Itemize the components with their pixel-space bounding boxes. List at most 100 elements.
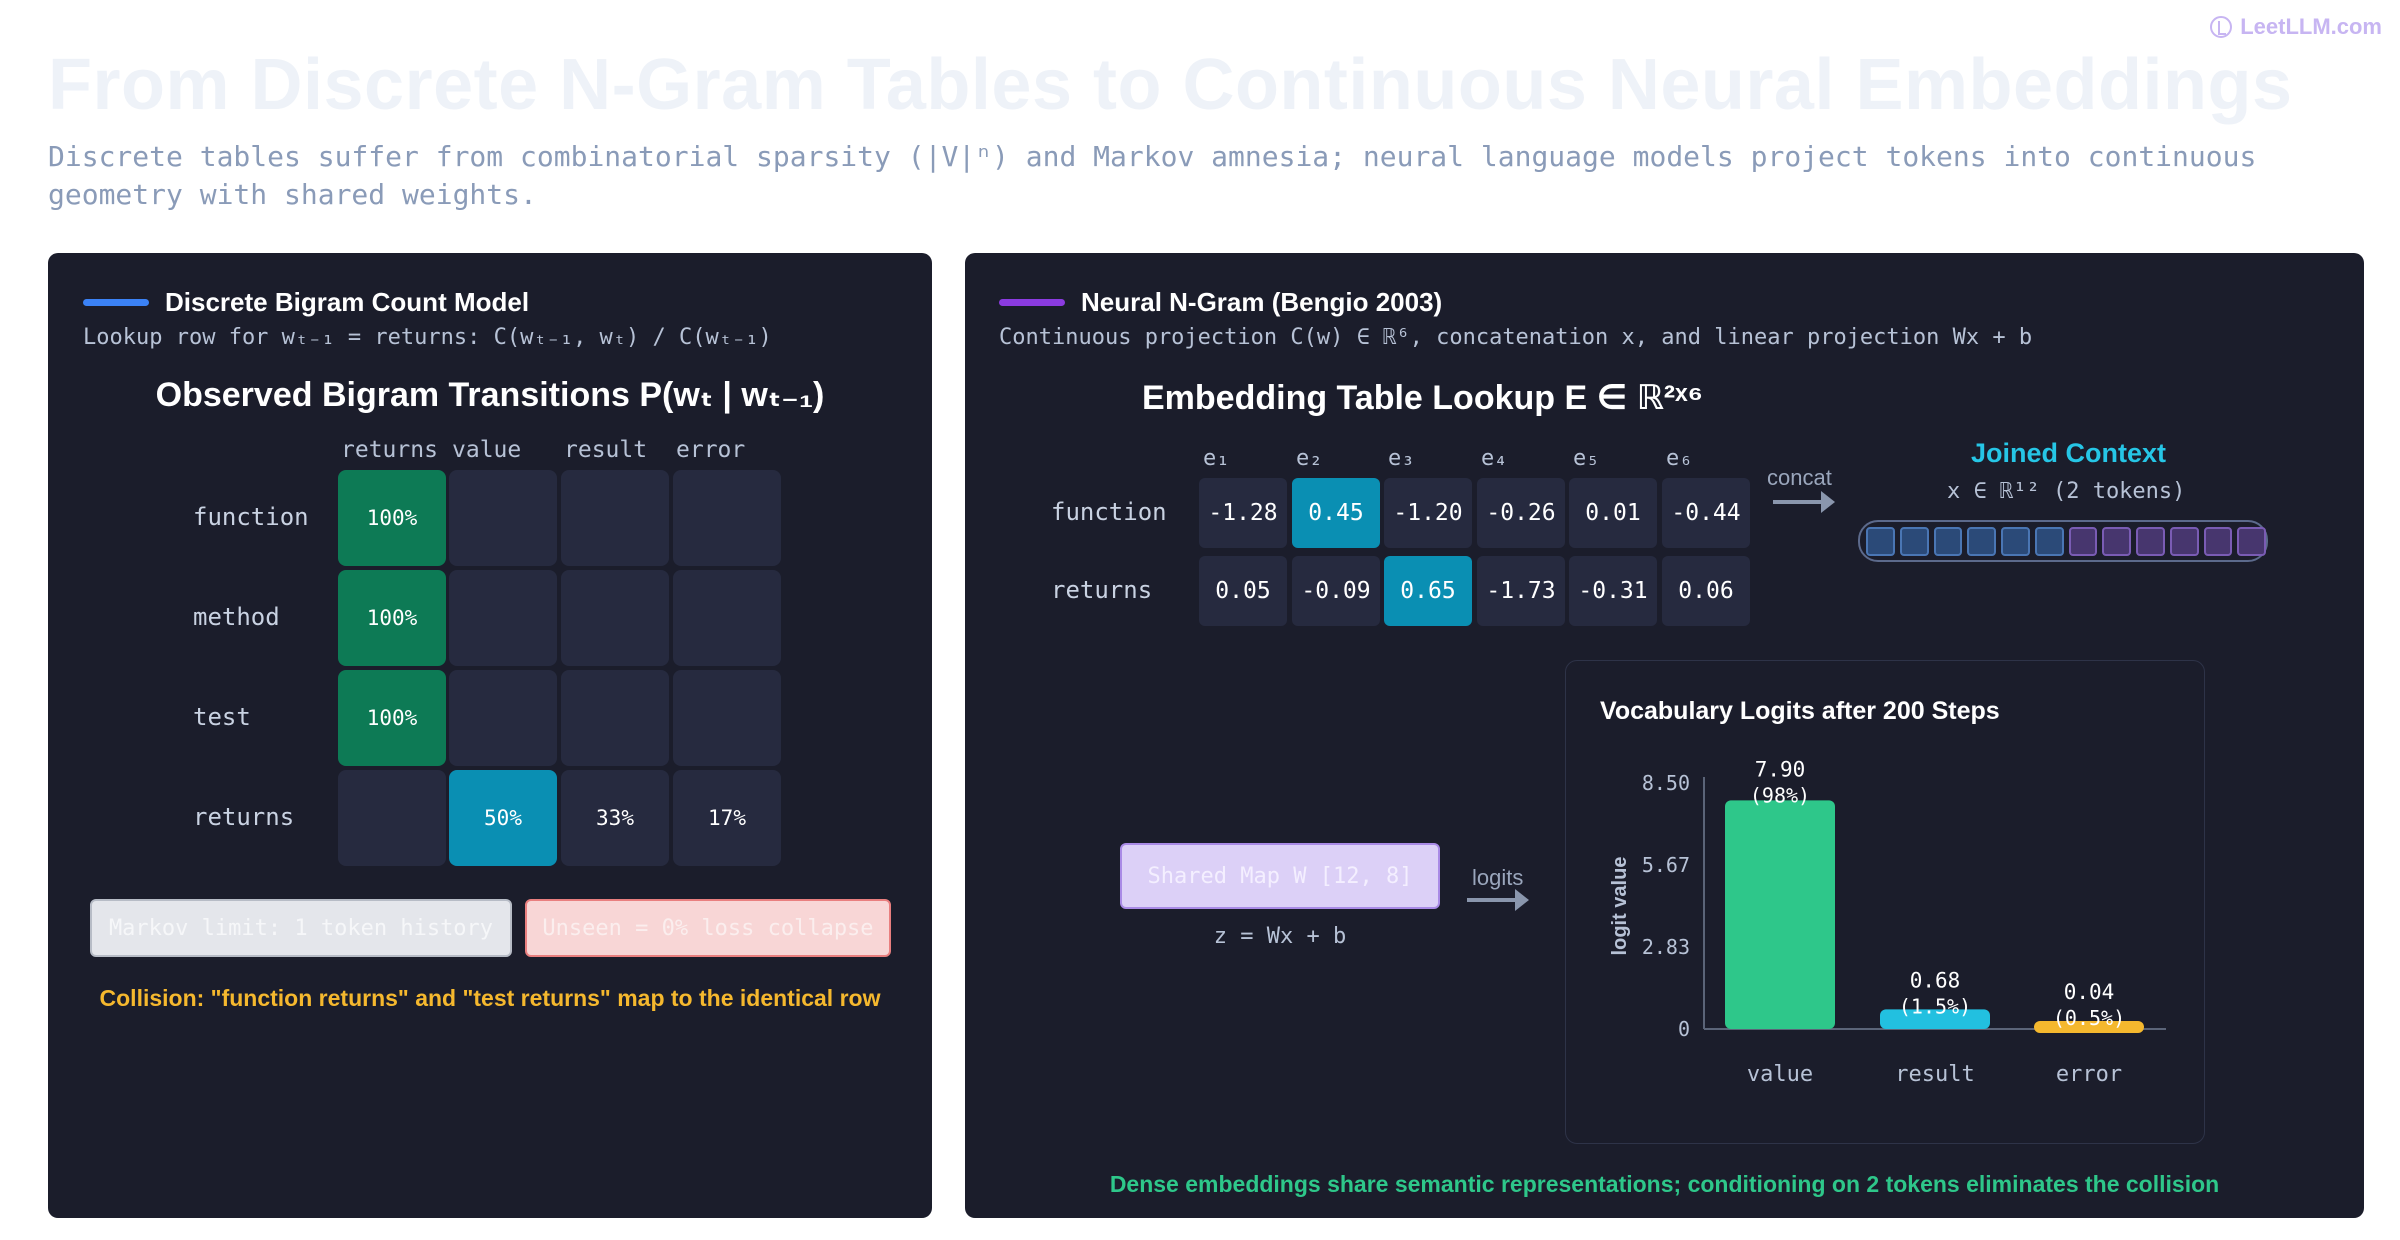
- embedding-cell: 0.01: [1569, 478, 1657, 548]
- heatmap-row-label: method: [193, 603, 280, 631]
- y-tick-label: 8.50: [1642, 771, 1690, 795]
- neural-footer-note: Dense embeddings share semantic represen…: [1109, 1171, 2220, 1197]
- y-tick-label: 5.67: [1642, 853, 1690, 877]
- context-slot-4: [1967, 526, 1996, 556]
- concat-label: concat: [1767, 465, 1832, 490]
- embedding-cell: -1.28: [1199, 478, 1287, 548]
- joined-context-title: Joined Context: [1971, 438, 2167, 468]
- shared-map-box: Shared Map W [12, 8]: [1120, 843, 1440, 909]
- collision-note: Collision: "function returns" and "test …: [99, 985, 881, 1011]
- neural-model-panel: Neural N-Gram (Bengio 2003) Continuous p…: [965, 253, 2364, 1218]
- heatmap-cell: 50%: [449, 770, 557, 866]
- left-panel-title: Discrete Bigram Count Model: [165, 287, 530, 317]
- embedding-cell: -0.09: [1292, 556, 1380, 626]
- embedding-cell: 0.45: [1292, 478, 1380, 548]
- context-slot-1: [1866, 526, 1895, 556]
- bar-result: [1880, 1009, 1990, 1029]
- heatmap-cell: [449, 670, 557, 766]
- heatmap-row-label: returns: [193, 803, 295, 831]
- heatmap-col-header: error: [676, 437, 746, 463]
- bar-error: [2034, 1021, 2144, 1033]
- markov-limit-badge: Markov limit: 1 token history: [90, 899, 512, 957]
- embedding-col-header: e₁: [1203, 446, 1230, 471]
- bar-value: [1725, 800, 1835, 1029]
- context-slot-6: [2034, 526, 2064, 556]
- heatmap-row-label: test: [193, 703, 251, 731]
- context-slot-9: [2136, 526, 2165, 556]
- embedding-col-header: e₄: [1481, 446, 1508, 471]
- y-axis-label: logit value: [1609, 857, 1631, 956]
- concat-arrow-icon: [1773, 491, 1835, 513]
- x-tick-label: result: [1895, 1062, 1974, 1087]
- heatmap-col-header: result: [564, 437, 648, 463]
- heatmap-cell: [338, 770, 446, 866]
- right-panel-header: Neural N-Gram (Bengio 2003): [999, 287, 1442, 318]
- bar-percent-label: (1.5%): [1899, 994, 1971, 1018]
- page-subtitle: Discrete tables suffer from combinatoria…: [48, 140, 2257, 211]
- heatmap-cell: [673, 570, 781, 666]
- x-tick-label: value: [1747, 1062, 1813, 1087]
- embedding-table-title: Embedding Table Lookup E ∈ ℝ²ˣ⁶: [1142, 379, 1704, 417]
- embedding-cell: -0.44: [1662, 478, 1750, 548]
- context-slot-11: [2203, 526, 2233, 556]
- embedding-row-label: returns: [1051, 576, 1153, 604]
- embedding-col-header: e₅: [1573, 446, 1600, 471]
- heatmap-cell: [449, 470, 557, 566]
- embedding-col-header: e₆: [1666, 446, 1693, 471]
- unseen-collapse-badge: Unseen = 0% loss collapse: [525, 899, 891, 957]
- context-slot-3: [1933, 526, 1963, 556]
- context-slot-10: [2169, 526, 2199, 556]
- right-accent-bar: [999, 299, 1065, 306]
- logits-chart-title: Vocabulary Logits after 200 Steps: [1600, 697, 2000, 725]
- linear-formula: z = Wx + b: [1213, 924, 1347, 949]
- bar-value-label: 7.90: [1755, 757, 1806, 781]
- bar-value-label: 0.04: [2064, 980, 2115, 1004]
- context-slot-12: [2237, 526, 2266, 556]
- logits-bar-chart: 0 2.83 5.67 8.50 logit value 7.90(98%) value 0.…: [1609, 757, 2166, 1087]
- embedding-cell: -1.73: [1477, 556, 1565, 626]
- heatmap-cell: [449, 570, 557, 666]
- logits-chart-card: Vocabulary Logits after 200 Steps 0 2.83 5…: [1565, 660, 2205, 1144]
- embedding-cell: -1.20: [1384, 478, 1472, 548]
- heatmap-cell: 33%: [561, 770, 669, 866]
- brand-logo[interactable]: LeetLLM.com: [2210, 14, 2382, 40]
- heatmap-col-header: value: [452, 437, 522, 463]
- embedding-cell: 0.65: [1384, 556, 1472, 626]
- logits-label: logits: [1472, 865, 1524, 890]
- heatmap-cell: [561, 670, 669, 766]
- embedding-col-header: e₂: [1296, 446, 1323, 471]
- right-panel-subtitle: Continuous projection C(w) ∈ ℝ⁶, concate…: [999, 325, 2033, 350]
- discrete-model-panel: Discrete Bigram Count Model Lookup row f…: [48, 253, 932, 1218]
- x-tick-label: error: [2056, 1062, 2122, 1087]
- left-panel-header: Discrete Bigram Count Model: [83, 287, 529, 318]
- heatmap-cell: [673, 670, 781, 766]
- heatmap-col-header: returns: [341, 437, 438, 463]
- embedding-col-header: e₃: [1388, 446, 1415, 471]
- embedding-cell: 0.05: [1199, 556, 1287, 626]
- leetllm-logo-icon: [2210, 16, 2233, 38]
- embedding-cell: -0.31: [1569, 556, 1657, 626]
- page-title: From Discrete N-Gram Tables to Continuou…: [48, 45, 2293, 125]
- context-slot-7: [2068, 526, 2098, 556]
- embedding-row-label: function: [1051, 498, 1167, 526]
- heatmap-cell: [561, 470, 669, 566]
- logits-arrow-icon: [1467, 889, 1529, 911]
- heatmap-cell: [673, 470, 781, 566]
- joined-context-subtitle: x ∈ ℝ¹² (2 tokens): [1947, 479, 2186, 504]
- heatmap-cell: 17%: [673, 770, 781, 866]
- embedding-cell: 0.06: [1662, 556, 1750, 626]
- y-tick-label: 2.83: [1642, 935, 1690, 959]
- brand-name: LeetLLM.com: [2240, 14, 2382, 39]
- heatmap-cell: [561, 570, 669, 666]
- heatmap-cell: 100%: [338, 470, 446, 566]
- context-slot-5: [2001, 526, 2030, 556]
- bar-percent-label: (98%): [1750, 783, 1810, 807]
- heatmap-cell: 100%: [338, 570, 446, 666]
- context-slot-2: [1899, 526, 1929, 556]
- context-slot-8: [2102, 526, 2131, 556]
- embedding-cell: -0.26: [1477, 478, 1565, 548]
- heatmap-title: Observed Bigram Transitions P(wₜ | wₜ₋₁): [155, 376, 825, 414]
- joined-context-vector: [1858, 520, 2268, 562]
- heatmap-cell: 100%: [338, 670, 446, 766]
- bar-value-label: 0.68: [1910, 968, 1961, 992]
